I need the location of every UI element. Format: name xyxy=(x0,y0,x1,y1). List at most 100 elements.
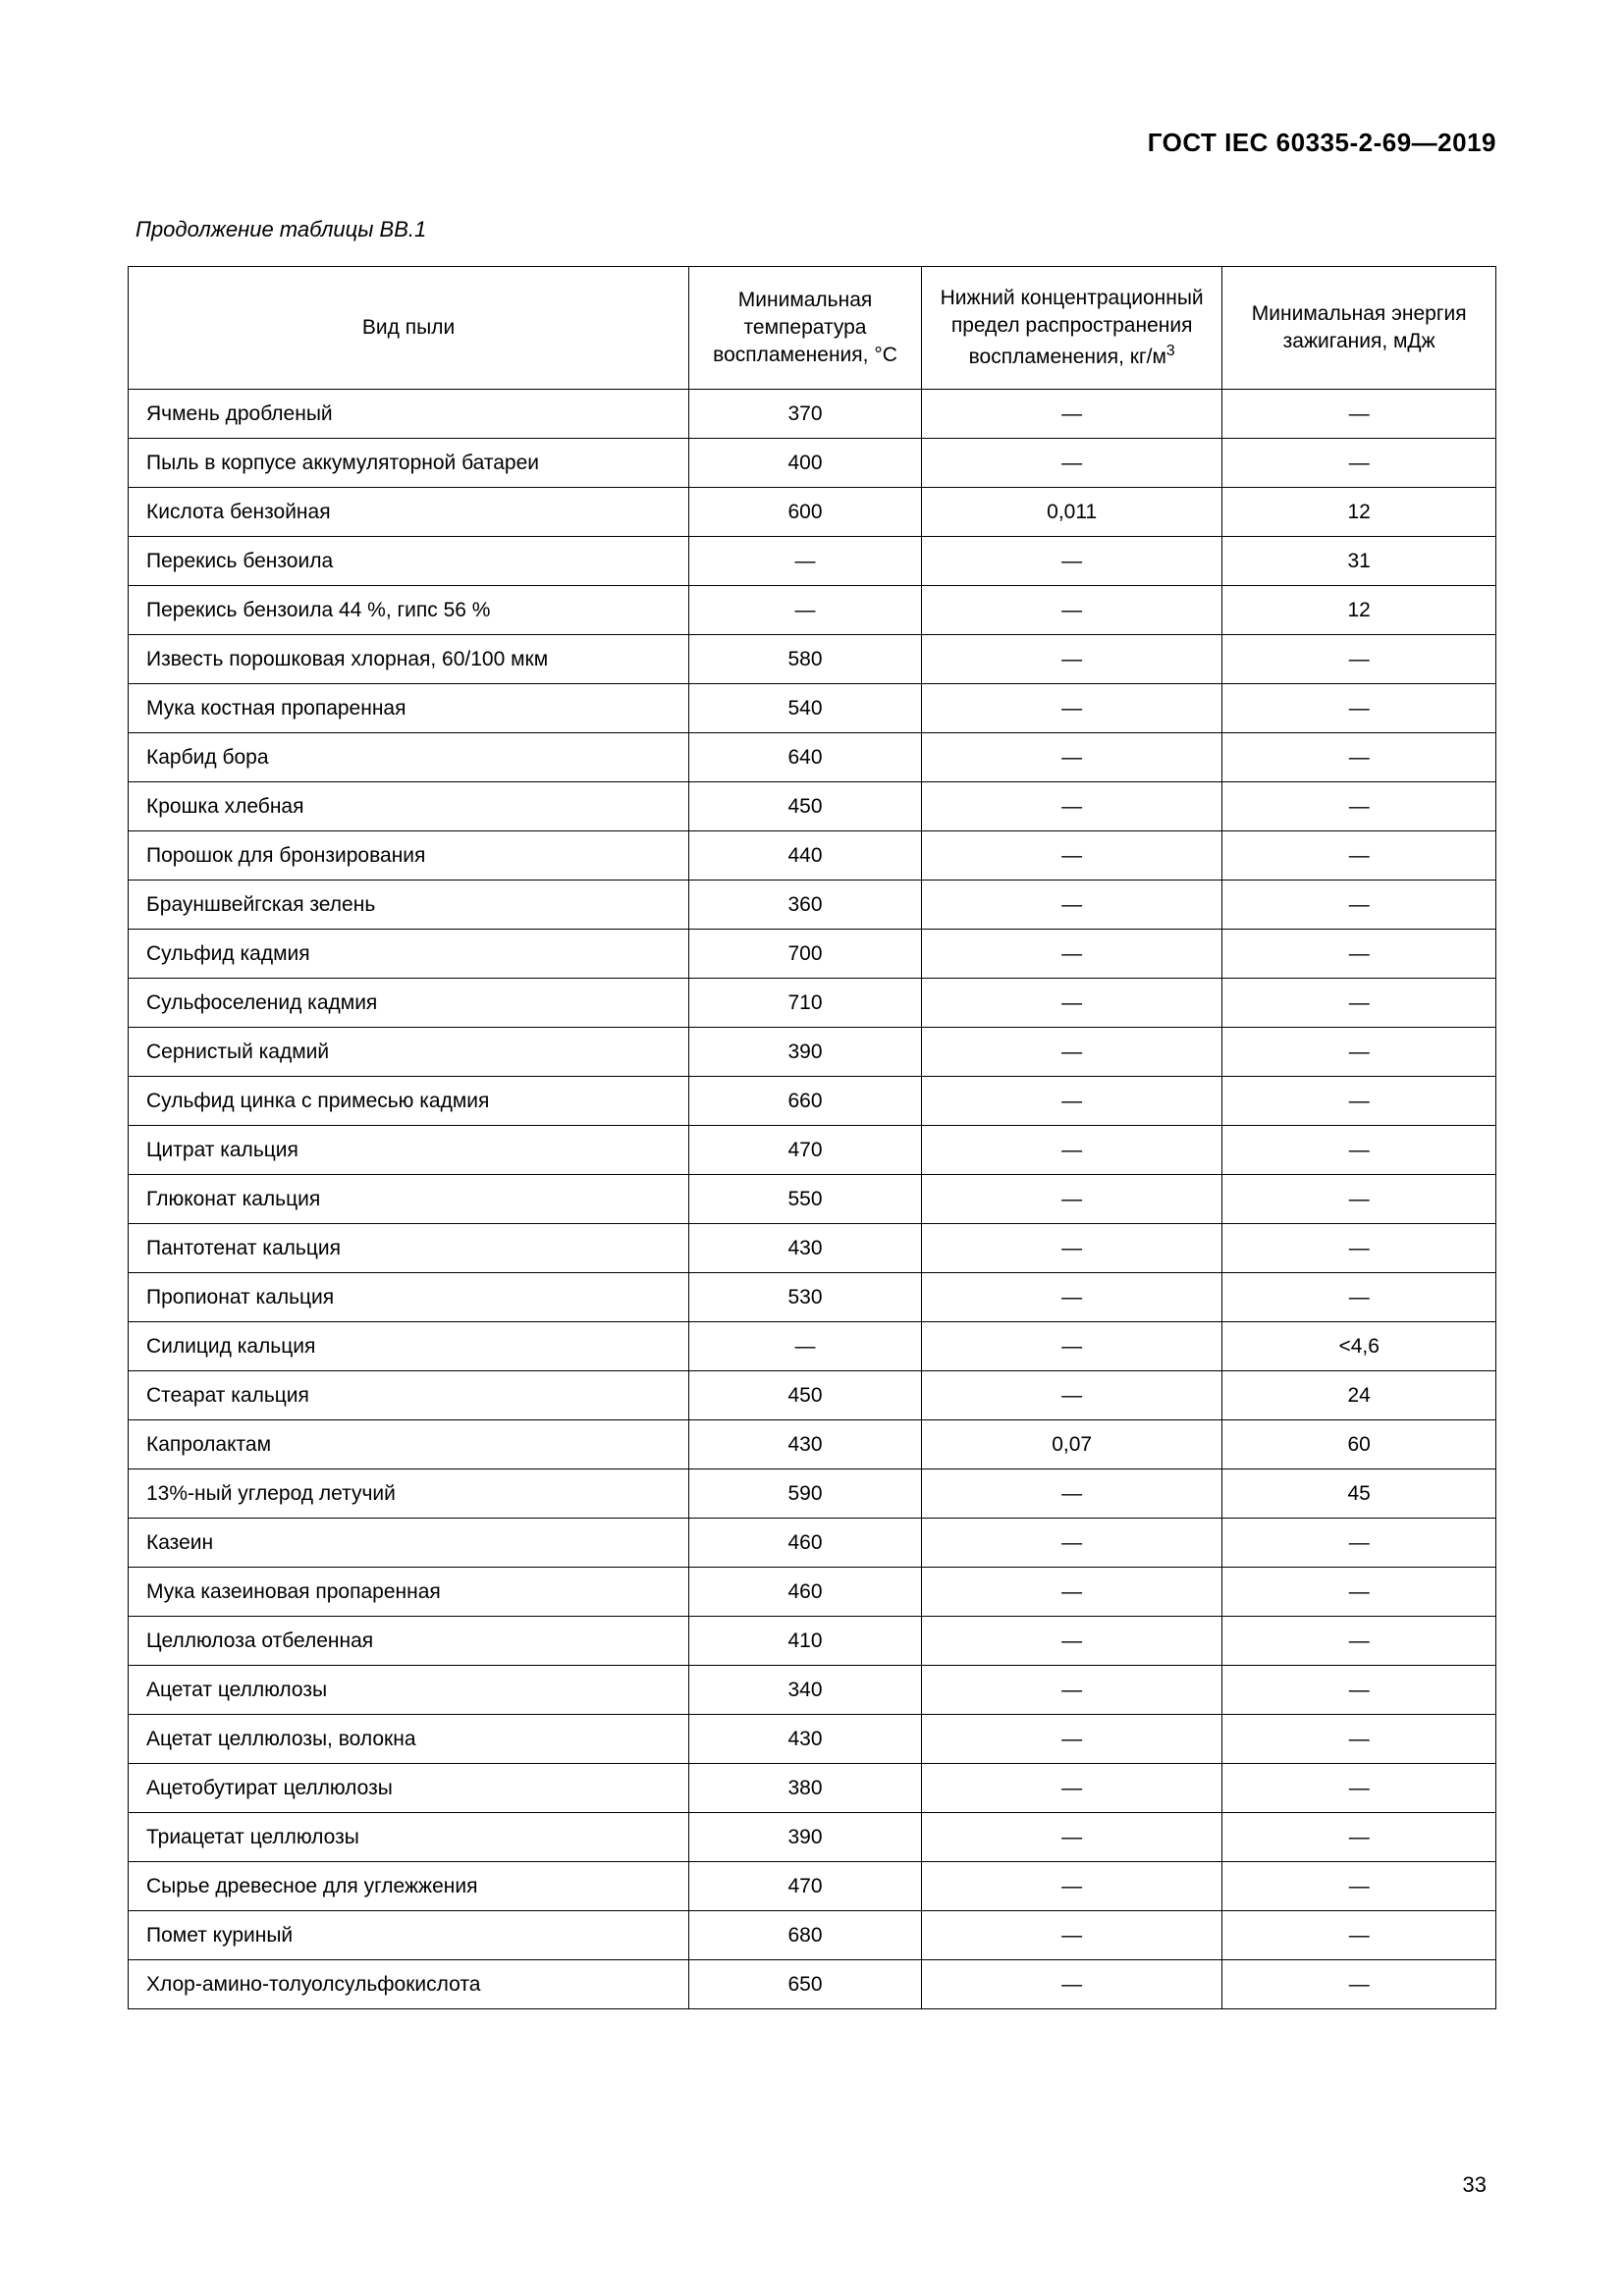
value-cell: 390 xyxy=(689,1813,922,1862)
value-cell: 370 xyxy=(689,390,922,439)
value-cell: — xyxy=(921,1813,1221,1862)
value-cell: — xyxy=(921,881,1221,930)
table-row: Целлюлоза отбеленная410—— xyxy=(129,1617,1496,1666)
dust-name-cell: Перекись бензоила 44 %, гипс 56 % xyxy=(129,586,689,635)
dust-name-cell: Сульфид цинка с примесью кадмия xyxy=(129,1077,689,1126)
table-row: Известь порошковая хлорная, 60/100 мкм58… xyxy=(129,635,1496,684)
value-cell: 440 xyxy=(689,831,922,881)
value-cell: — xyxy=(921,1617,1221,1666)
document-page: ГОСТ IEC 60335-2-69—2019 Продолжение таб… xyxy=(0,0,1624,2296)
value-cell: — xyxy=(1222,1666,1496,1715)
table-row: Триацетат целлюлозы390—— xyxy=(129,1813,1496,1862)
dust-name-cell: Карбид бора xyxy=(129,733,689,782)
dust-name-cell: Ацетат целлюлозы, волокна xyxy=(129,1715,689,1764)
dust-name-cell: Мука казеиновая пропаренная xyxy=(129,1568,689,1617)
value-cell: — xyxy=(689,1322,922,1371)
table-row: Брауншвейгская зелень360—— xyxy=(129,881,1496,930)
value-cell: — xyxy=(921,1371,1221,1420)
value-cell: 12 xyxy=(1222,586,1496,635)
table-row: Пыль в корпусе аккумуляторной батареи400… xyxy=(129,439,1496,488)
value-cell: — xyxy=(1222,1715,1496,1764)
value-cell: — xyxy=(1222,831,1496,881)
value-cell: <4,6 xyxy=(1222,1322,1496,1371)
value-cell: 340 xyxy=(689,1666,922,1715)
dust-name-cell: Кислота бензойная xyxy=(129,488,689,537)
value-cell: — xyxy=(921,537,1221,586)
dust-name-cell: Целлюлоза отбеленная xyxy=(129,1617,689,1666)
value-cell: 660 xyxy=(689,1077,922,1126)
value-cell: — xyxy=(921,1469,1221,1519)
table-row: Казеин460—— xyxy=(129,1519,1496,1568)
value-cell: 390 xyxy=(689,1028,922,1077)
dust-name-cell: Цитрат кальция xyxy=(129,1126,689,1175)
table-row: Ацетобутират целлюлозы380—— xyxy=(129,1764,1496,1813)
value-cell: — xyxy=(921,635,1221,684)
table-caption: Продолжение таблицы BB.1 xyxy=(135,217,1496,242)
value-cell: — xyxy=(1222,1273,1496,1322)
standard-code: ГОСТ IEC 60335-2-69—2019 xyxy=(128,128,1496,158)
value-cell: — xyxy=(921,831,1221,881)
value-cell: — xyxy=(1222,390,1496,439)
value-cell: 710 xyxy=(689,979,922,1028)
table-header-cell: Минимальная температура воспламенения, °… xyxy=(689,267,922,390)
value-cell: 650 xyxy=(689,1960,922,2009)
dust-name-cell: Брауншвейгская зелень xyxy=(129,881,689,930)
value-cell: 600 xyxy=(689,488,922,537)
value-cell: — xyxy=(921,1862,1221,1911)
dust-name-cell: Пыль в корпусе аккумуляторной батареи xyxy=(129,439,689,488)
value-cell: — xyxy=(921,733,1221,782)
table-row: Порошок для бронзирования440—— xyxy=(129,831,1496,881)
table-row: Мука казеиновая пропаренная460—— xyxy=(129,1568,1496,1617)
table-row: Ацетат целлюлозы, волокна430—— xyxy=(129,1715,1496,1764)
value-cell: — xyxy=(689,586,922,635)
table-row: Сернистый кадмий390—— xyxy=(129,1028,1496,1077)
value-cell: — xyxy=(1222,881,1496,930)
value-cell: 60 xyxy=(1222,1420,1496,1469)
value-cell: — xyxy=(921,1764,1221,1813)
value-cell: 430 xyxy=(689,1715,922,1764)
value-cell: 31 xyxy=(1222,537,1496,586)
value-cell: — xyxy=(921,1273,1221,1322)
value-cell: — xyxy=(921,930,1221,979)
value-cell: 470 xyxy=(689,1126,922,1175)
table-header-cell: Минимальная энергия зажигания, мДж xyxy=(1222,267,1496,390)
dust-name-cell: Помет куриный xyxy=(129,1911,689,1960)
value-cell: — xyxy=(1222,1862,1496,1911)
value-cell: — xyxy=(1222,1813,1496,1862)
table-header-row: Вид пылиМинимальная температура воспламе… xyxy=(129,267,1496,390)
value-cell: — xyxy=(1222,979,1496,1028)
value-cell: — xyxy=(921,1224,1221,1273)
table-row: Сульфид цинка с примесью кадмия660—— xyxy=(129,1077,1496,1126)
table-row: Мука костная пропаренная540—— xyxy=(129,684,1496,733)
dust-name-cell: Ацетат целлюлозы xyxy=(129,1666,689,1715)
table-row: Капролактам4300,0760 xyxy=(129,1420,1496,1469)
value-cell: 460 xyxy=(689,1568,922,1617)
value-cell: 12 xyxy=(1222,488,1496,537)
value-cell: — xyxy=(921,1568,1221,1617)
value-cell: — xyxy=(921,1519,1221,1568)
value-cell: 470 xyxy=(689,1862,922,1911)
dust-name-cell: Триацетат целлюлозы xyxy=(129,1813,689,1862)
value-cell: — xyxy=(1222,1077,1496,1126)
value-cell: 550 xyxy=(689,1175,922,1224)
value-cell: 360 xyxy=(689,881,922,930)
value-cell: 460 xyxy=(689,1519,922,1568)
value-cell: 45 xyxy=(1222,1469,1496,1519)
dust-name-cell: Крошка хлебная xyxy=(129,782,689,831)
value-cell: 450 xyxy=(689,1371,922,1420)
value-cell: 590 xyxy=(689,1469,922,1519)
dust-name-cell: 13%-ный углерод летучий xyxy=(129,1469,689,1519)
value-cell: — xyxy=(1222,1568,1496,1617)
value-cell: 400 xyxy=(689,439,922,488)
value-cell: — xyxy=(921,684,1221,733)
table-row: Помет куриный680—— xyxy=(129,1911,1496,1960)
dust-properties-table: Вид пылиМинимальная температура воспламе… xyxy=(128,266,1496,2009)
dust-name-cell: Сернистый кадмий xyxy=(129,1028,689,1077)
dust-name-cell: Перекись бензоила xyxy=(129,537,689,586)
value-cell: — xyxy=(689,537,922,586)
dust-name-cell: Капролактам xyxy=(129,1420,689,1469)
dust-name-cell: Хлор-амино-толуолсульфокислота xyxy=(129,1960,689,2009)
value-cell: — xyxy=(1222,1617,1496,1666)
value-cell: — xyxy=(1222,1175,1496,1224)
dust-name-cell: Сульфид кадмия xyxy=(129,930,689,979)
